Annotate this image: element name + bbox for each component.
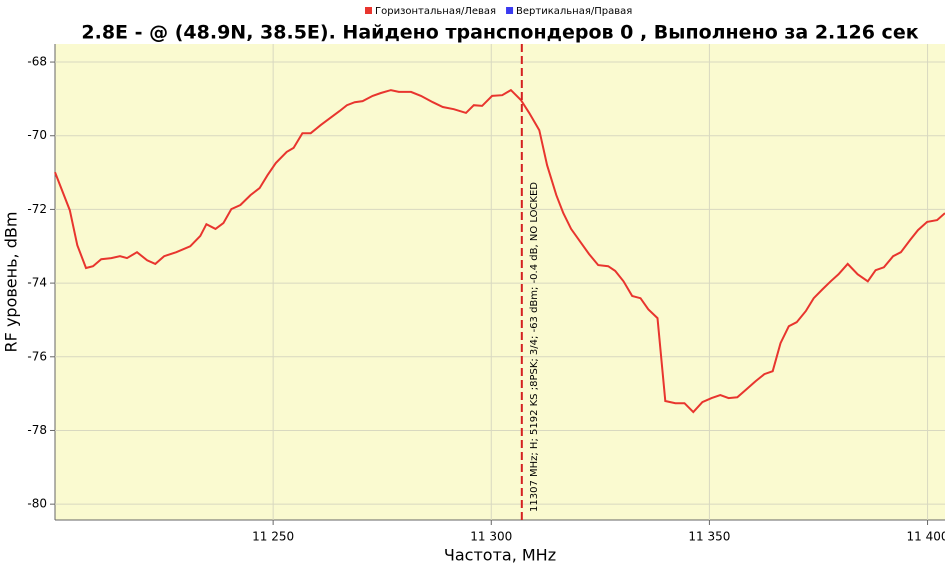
x-axis-label: Частота, MHz [444,546,556,565]
y-tick-label: -78 [27,423,47,437]
data-line [54,88,945,414]
legend-label: Горизонтальная/Левая [375,6,496,17]
x-tick-label: 11 400 [907,530,945,544]
chart-title: 2.8E - @ (48.9N, 38.5E). Найдено транспо… [81,22,918,44]
legend-swatch [506,7,514,14]
y-tick-label: -76 [27,349,47,363]
legend-swatch [365,7,372,14]
x-tick-label: 11 300 [470,530,512,544]
y-tick-label: -72 [27,202,47,216]
x-tick-label: 11 350 [688,530,730,544]
legend-label: Вертикальная/Правая [516,6,632,17]
x-tick-label: 11 250 [252,530,294,544]
y-tick-label: -70 [27,128,47,142]
y-tick-label: -74 [27,276,47,290]
y-axis-label: RF уровень, dBm [2,212,21,353]
y-tick-label: -68 [27,55,47,69]
y-tick-label: -80 [27,497,47,511]
marker-label: 11307 MHz; H; 5192 KS ;8PSK; 3/4; -63 dB… [529,182,540,512]
plot-area [55,44,945,520]
